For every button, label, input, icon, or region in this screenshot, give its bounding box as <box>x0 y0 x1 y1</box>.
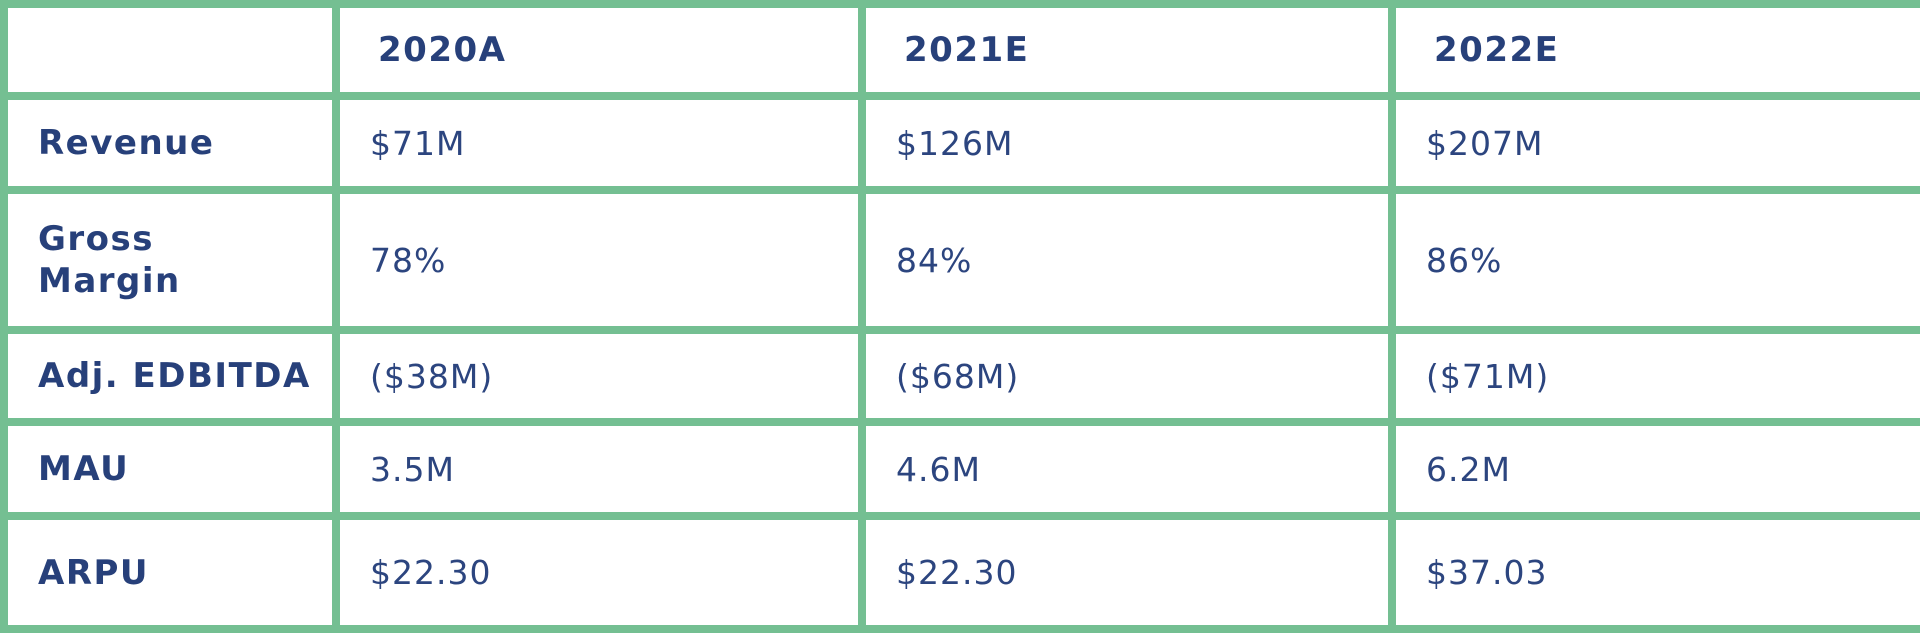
cell-value: 4.6M <box>896 449 981 489</box>
row-label-gross-margin: Gross Margin <box>38 219 181 301</box>
table-cell: $207M <box>1388 92 1920 194</box>
cell-value: $22.30 <box>896 553 1018 592</box>
cell-value: 6.2M <box>1426 449 1511 489</box>
column-header-label: 2021E <box>904 30 1030 70</box>
table-cell: ($71M) <box>1388 326 1920 426</box>
column-header-2020a: 2020A <box>332 0 866 100</box>
table-cell: 3.5M <box>332 418 866 520</box>
cell-value: $37.03 <box>1426 553 1548 592</box>
table-cell: $126M <box>858 92 1396 194</box>
column-header-2021e: 2021E <box>858 0 1396 100</box>
cell-value: $71M <box>370 123 466 163</box>
cell-value: 86% <box>1426 240 1503 280</box>
row-label-revenue: Revenue <box>38 123 215 163</box>
header-corner-cell <box>0 0 340 100</box>
table-cell: $71M <box>332 92 866 194</box>
table-header-row: 2020A 2021E 2022E <box>0 0 1920 100</box>
column-header-label: 2022E <box>1434 30 1560 70</box>
cell-value: $207M <box>1426 123 1544 163</box>
table-cell: 84% <box>858 186 1396 334</box>
table-cell: 86% <box>1388 186 1920 334</box>
table-cell: 78% <box>332 186 866 334</box>
row-label-arpu: ARPU <box>38 552 150 593</box>
table-row-mau: MAU 3.5M 4.6M 6.2M <box>0 418 1920 520</box>
table-row-revenue: Revenue $71M $126M $207M <box>0 92 1920 194</box>
table-cell: ($38M) <box>332 326 866 426</box>
table-cell: $22.30 <box>858 512 1396 633</box>
column-header-label: 2020A <box>378 30 507 70</box>
column-header-2022e: 2022E <box>1388 0 1920 100</box>
table-cell: $22.30 <box>332 512 866 633</box>
cell-value: ($38M) <box>370 356 494 396</box>
table-cell: ($68M) <box>858 326 1396 426</box>
cell-value: $126M <box>896 123 1014 163</box>
table-row-adj-edbitda: Adj. EDBITDA ($38M) ($68M) ($71M) <box>0 326 1920 426</box>
row-label-cell: Adj. EDBITDA <box>0 326 340 426</box>
cell-value: 84% <box>896 240 973 280</box>
cell-value: ($68M) <box>896 356 1020 396</box>
row-label-adj-edbitda: Adj. EDBITDA <box>38 356 311 396</box>
table-row-arpu: ARPU $22.30 $22.30 $37.03 <box>0 512 1920 633</box>
cell-value: 3.5M <box>370 449 455 489</box>
row-label-mau: MAU <box>38 449 130 489</box>
table-row-gross-margin: Gross Margin 78% 84% 86% <box>0 186 1920 334</box>
table-cell: 6.2M <box>1388 418 1920 520</box>
cell-value: 78% <box>370 240 447 280</box>
table-cell: 4.6M <box>858 418 1396 520</box>
table-cell: $37.03 <box>1388 512 1920 633</box>
cell-value: $22.30 <box>370 553 492 592</box>
cell-value: ($71M) <box>1426 356 1550 396</box>
row-label-cell: Revenue <box>0 92 340 194</box>
row-label-cell: MAU <box>0 418 340 520</box>
row-label-cell: Gross Margin <box>0 186 340 334</box>
row-label-cell: ARPU <box>0 512 340 633</box>
